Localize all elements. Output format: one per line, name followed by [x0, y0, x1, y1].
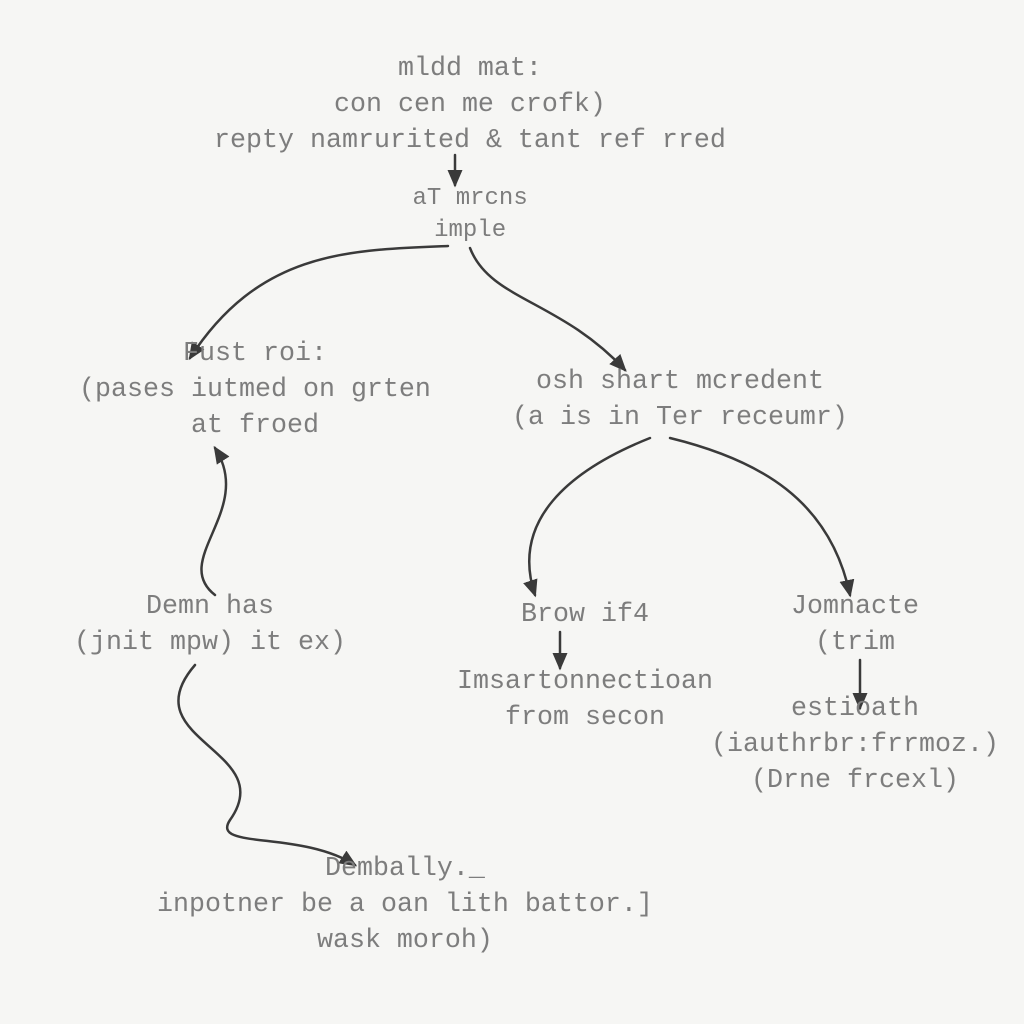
flow-node-line: Fust roi:	[79, 336, 431, 372]
flow-node-line: (jnit mpw) it ex)	[74, 625, 346, 661]
flow-edge-e_osh_jomnacte	[670, 438, 850, 595]
flow-node-line: con cen me crofk)	[214, 87, 726, 123]
flow-node-n_jomnacte: Jomnacte(trim	[791, 589, 919, 661]
flow-node-n_osh: osh shart mcredent(a is in Ter receumr)	[512, 364, 848, 436]
flow-node-line: at froed	[79, 408, 431, 444]
flow-node-n_estioath: estioath(iauthrbr:frrmoz.)(Drne frcexl)	[711, 691, 999, 799]
flow-edge-e_osh_brow	[529, 438, 650, 595]
flow-edge-e_imple_osh	[470, 248, 625, 370]
flow-node-n_imsart: Imsartonnectioanfrom secon	[457, 664, 713, 736]
flow-node-line: Brow if4	[521, 597, 649, 633]
flow-node-line: (iauthrbr:frrmoz.)	[711, 727, 999, 763]
flow-node-line: Imsartonnectioan	[457, 664, 713, 700]
flow-node-line: Jomnacte	[791, 589, 919, 625]
flow-node-n_fust: Fust roi:(pases iutmed on grtenat froed	[79, 336, 431, 444]
flow-node-line: mldd mat:	[214, 51, 726, 87]
flow-node-line: inpotner be a oan lith battor.]	[157, 887, 653, 923]
flow-node-line: (pases iutmed on grten	[79, 372, 431, 408]
flow-node-line: repty namrurited & tant ref rred	[214, 123, 726, 159]
flow-node-n_top: mldd mat:con cen me crofk)repty namrurit…	[214, 51, 726, 159]
flow-node-line: estioath	[711, 691, 999, 727]
flow-node-n_dembally: Dembally._inpotner be a oan lith battor.…	[157, 851, 653, 959]
flow-node-line: (a is in Ter receumr)	[512, 400, 848, 436]
flow-node-line: Demn has	[74, 589, 346, 625]
flow-edge-e_demn_dembally	[178, 665, 355, 865]
flow-node-line: imple	[413, 215, 528, 247]
flow-edge-e_demn_fust	[201, 448, 226, 595]
flow-node-line: Dembally._	[157, 851, 653, 887]
flow-node-line: (trim	[791, 625, 919, 661]
flow-node-n_demn: Demn has(jnit mpw) it ex)	[74, 589, 346, 661]
flow-node-line: osh shart mcredent	[512, 364, 848, 400]
flow-node-line: aT mrcns	[413, 183, 528, 215]
flow-node-line: wask moroh)	[157, 923, 653, 959]
flow-node-n_brow: Brow if4	[521, 597, 649, 633]
flow-node-line: from secon	[457, 700, 713, 736]
flow-node-line: (Drne frcexl)	[711, 763, 999, 799]
flow-node-n_imple: aT mrcnsimple	[413, 183, 528, 248]
